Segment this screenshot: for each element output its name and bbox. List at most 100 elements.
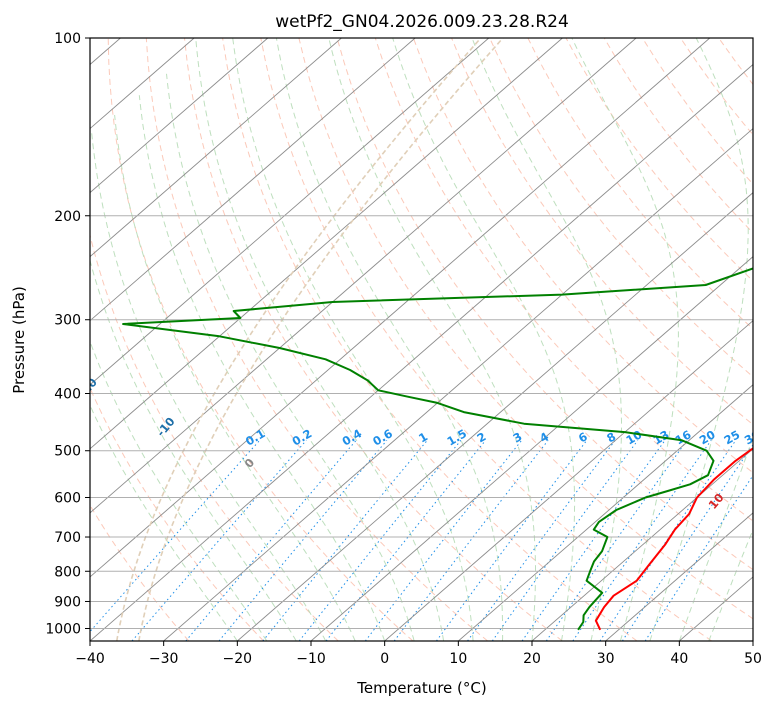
contour-label: 3 [511, 429, 525, 445]
isotherm-line [90, 38, 563, 450]
y-axis-ticks: 100 200 300 400 500 600 700 800 900 1000 [45, 31, 90, 637]
moist-adiabat-line [90, 340, 268, 641]
isotherm-line [163, 127, 753, 641]
dry-adiabat-line [145, 38, 488, 641]
moist-adiabat-line [90, 258, 297, 641]
x-tick-label: 0 [380, 651, 389, 667]
x-axis-label: Temperature (°C) [356, 679, 486, 697]
moist-adiabat-line [678, 436, 753, 641]
contour-label: 0.4 [340, 426, 365, 448]
mixing-ratio-line [185, 439, 357, 641]
moist-adiabat-line [649, 38, 749, 641]
y-axis-label: Pressure (hPa) [10, 286, 28, 394]
dry-adiabat-line [565, 38, 753, 282]
y-tick-label: 600 [54, 490, 81, 506]
moist-adiabat-line [91, 133, 327, 641]
isotherm-line [90, 38, 637, 514]
dry-adiabat-line [451, 38, 753, 426]
isotherm-line [90, 38, 711, 578]
x-tick-label: 30 [597, 651, 615, 667]
mixing-ratio-line [325, 439, 486, 641]
y-tick-label: 200 [54, 209, 81, 225]
isotherm-line [90, 63, 753, 641]
y-tick-label: 900 [54, 594, 81, 610]
contour-label: 1 [416, 429, 430, 445]
mixing-ratio-line [262, 439, 428, 641]
isotherm-line [752, 640, 753, 641]
dry-adiabat-line [107, 38, 414, 641]
skewed-isotherms [90, 38, 753, 641]
contour-label: 2 [475, 429, 489, 445]
plot-frame [89, 37, 754, 642]
moist-adiabat-line [195, 38, 445, 641]
contour-label: 20 [697, 427, 718, 447]
x-tick-label: −20 [223, 651, 253, 667]
contour-label: -20 [76, 375, 100, 400]
moist-adiabat-line [392, 38, 576, 641]
mixing-ratio-line [131, 439, 307, 641]
dry-adiabat-line [298, 38, 753, 620]
dry-adiabat-line [412, 38, 753, 474]
profile-series [122, 267, 753, 631]
x-tick-label: −10 [296, 651, 326, 667]
moist-adiabat-line [328, 38, 536, 641]
y-tick-label: 300 [54, 313, 81, 329]
contour-label: 0.1 [243, 426, 268, 448]
dry-adiabat-line [680, 38, 753, 136]
isotherm-line [384, 320, 753, 641]
contour-label: 36 [763, 427, 775, 447]
x-tick-label: 10 [449, 651, 467, 667]
contour-label: 1.5 [444, 426, 469, 448]
mixing-ratio-line [545, 440, 688, 641]
isotherm-line [237, 191, 753, 641]
mixing-ratio-lines [90, 439, 753, 641]
isotherm-line [531, 448, 753, 641]
mixing-ratio-line [521, 440, 666, 641]
y-tick-label: 100 [54, 31, 81, 47]
contour-label: 6 [576, 429, 590, 445]
isotherm-line [605, 512, 753, 641]
guide-curve [116, 38, 482, 641]
x-tick-label: 40 [670, 651, 688, 667]
moist-adiabats [90, 38, 753, 641]
dry-adiabat-line [336, 38, 753, 571]
dry-adiabat-line [489, 38, 753, 378]
y-tick-label: 500 [54, 444, 81, 460]
dry-adiabat-line [527, 38, 753, 330]
dry-adiabat-line [757, 38, 775, 641]
contour-label: 20 [771, 524, 775, 545]
mixing-ratio-line [393, 439, 549, 641]
isotherm-line [90, 38, 342, 258]
y-tick-label: 1000 [45, 621, 81, 637]
moist-adiabat-line [232, 38, 474, 641]
isotherm-line [90, 38, 195, 130]
moist-adiabat-line [275, 38, 504, 641]
x-axis-ticks: −40 −30 −20 −10 0 10 20 30 40 50 [75, 641, 762, 667]
x-tick-label: −30 [149, 651, 179, 667]
dry-adiabat-line [90, 504, 190, 641]
dry-adiabat-line [90, 233, 339, 641]
dry-adiabat-line [641, 38, 753, 185]
line-labels: -100-90-80-70-60-50-40-30-20-10010203040… [76, 375, 775, 545]
chart-title: wetPf2_GN04.2026.009.23.28.R24 [275, 12, 569, 32]
mixing-ratio-line [621, 444, 753, 641]
contour-label: -10 [154, 414, 178, 439]
moist-adiabat-line [166, 73, 415, 641]
isotherm-line [310, 256, 753, 641]
contour-label: 10 [706, 491, 727, 512]
y-tick-label: 800 [54, 564, 81, 580]
contour-label: 25 [721, 427, 742, 447]
y-tick-label: 400 [54, 387, 81, 403]
mixing-ratio-line [298, 439, 462, 641]
x-tick-label: −40 [75, 651, 105, 667]
dry-adiabat-line [603, 38, 753, 234]
mixing-ratio-line [218, 439, 388, 641]
moist-adiabat-line [114, 114, 356, 641]
dry-adiabat-line [90, 386, 264, 641]
mixing-ratio-line [467, 439, 616, 641]
isotherm-line [90, 38, 490, 386]
isotherm-line [90, 38, 269, 194]
contour-label: 0.6 [370, 426, 395, 448]
mixing-ratio-line [90, 439, 261, 633]
